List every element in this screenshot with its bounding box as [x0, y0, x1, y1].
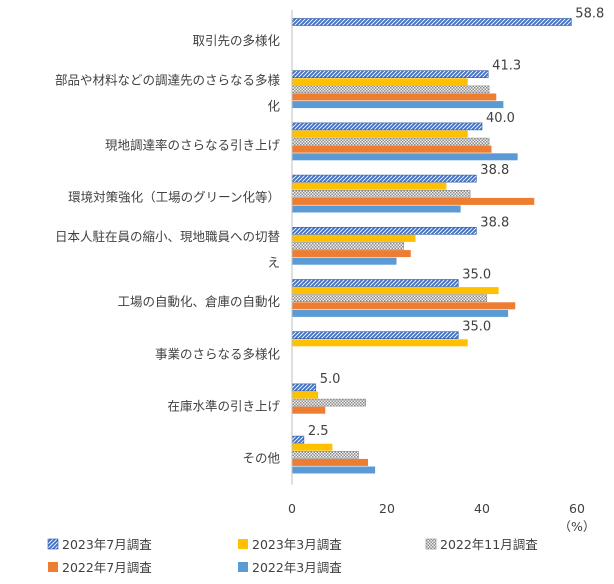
bar-2-8 — [292, 391, 319, 399]
bar-1-5 — [291, 227, 477, 235]
legend-label: 2022年7月調査 — [62, 560, 152, 575]
category-label: え — [267, 255, 280, 270]
unit-label: （%） — [559, 519, 596, 534]
bar-2-7 — [292, 339, 468, 347]
legend-swatch — [48, 562, 58, 572]
bar-4-4 — [292, 197, 535, 205]
legend-label: 2023年3月調査 — [252, 537, 342, 552]
data-label: 41.3 — [492, 59, 521, 74]
bar-5-5 — [292, 257, 397, 265]
bar-3-5 — [291, 242, 404, 250]
bar-1-1 — [291, 18, 572, 26]
category-labels: 取引先の多様化部品や材料などの調達先のさらなる多様化現地調達率のさらなる引き上げ… — [55, 33, 281, 466]
x-axis: 0 20 40 60 （%） — [288, 10, 595, 534]
data-label: 35.0 — [462, 268, 491, 283]
bar-5-2 — [292, 101, 504, 109]
category-label: 在庫水準の引き上げ — [167, 399, 280, 414]
data-label: 58.8 — [575, 7, 604, 22]
bar-1-9 — [291, 435, 305, 444]
bar-3-3 — [291, 137, 490, 146]
legend-label: 2022年3月調査 — [252, 560, 342, 575]
legend: 2023年7月調査 2023年3月調査 2022年11月調査 2022年7月調査 202… — [47, 537, 538, 575]
x-tick-label: 20 — [379, 501, 395, 516]
category-label: 日本人駐在員の縮小、現地職員への切替 — [55, 229, 281, 244]
bar-3-6 — [291, 294, 488, 303]
bar-5-6 — [292, 309, 509, 317]
category-label: 事業のさらなる多様化 — [155, 346, 281, 361]
bar-5-4 — [292, 205, 461, 213]
bar-5-9 — [292, 466, 376, 474]
data-label: 5.0 — [320, 372, 341, 387]
bar-1-8 — [291, 383, 317, 392]
legend-label: 2022年11月調査 — [440, 537, 538, 552]
bar-2-2 — [292, 78, 468, 86]
bar-3-4 — [291, 190, 471, 198]
x-tick-label: 40 — [474, 501, 490, 516]
legend-swatch — [47, 538, 59, 550]
bar-2-5 — [292, 234, 416, 242]
bar-4-6 — [292, 302, 516, 310]
bar-2-6 — [292, 287, 499, 295]
data-label: 38.8 — [480, 163, 509, 178]
bar-3-9 — [291, 450, 359, 459]
bar-3-8 — [291, 398, 366, 407]
bar-4-2 — [292, 93, 497, 101]
data-label: 35.0 — [462, 320, 491, 335]
bar-4-5 — [292, 250, 411, 258]
category-label: 環境対策強化（工場のグリーン化等） — [68, 190, 280, 205]
bar-1-3 — [291, 122, 483, 131]
category-label: その他 — [242, 451, 280, 466]
bar-1-2 — [291, 70, 489, 78]
category-label: 現地調達率のさらなる引き上げ — [105, 138, 281, 153]
bar-1-7 — [291, 331, 459, 340]
bar-1-6 — [291, 279, 459, 287]
x-tick-label: 60 — [569, 501, 585, 516]
bar-5-3 — [292, 153, 518, 161]
category-label: 取引先の多様化 — [192, 33, 280, 48]
data-label: 40.0 — [486, 111, 515, 126]
bar-4-3 — [292, 145, 492, 153]
category-label: 工場の自動化、倉庫の自動化 — [117, 294, 280, 309]
x-tick-label: 0 — [288, 501, 296, 516]
legend-swatch — [238, 562, 248, 572]
bar-2-3 — [292, 130, 468, 138]
category-label: 化 — [267, 98, 280, 113]
category-label: 部品や材料などの調達先のさらなる多様 — [55, 72, 281, 87]
bar-3-2 — [291, 85, 490, 94]
bar-2-9 — [292, 443, 333, 451]
bar-2-4 — [292, 182, 447, 190]
data-label: 38.8 — [480, 215, 509, 230]
legend-swatch — [238, 539, 248, 549]
legend-swatch — [425, 538, 437, 550]
plot-area: 58.8 41.3 40.0 38.8 38.8 35.0 35.0 5.0 2.5 — [291, 7, 604, 474]
bar-1-4 — [291, 174, 477, 183]
legend-label: 2023年7月調査 — [62, 537, 152, 552]
bar-4-8 — [292, 406, 326, 414]
data-label: 2.5 — [308, 424, 329, 439]
bar-4-9 — [292, 458, 368, 466]
